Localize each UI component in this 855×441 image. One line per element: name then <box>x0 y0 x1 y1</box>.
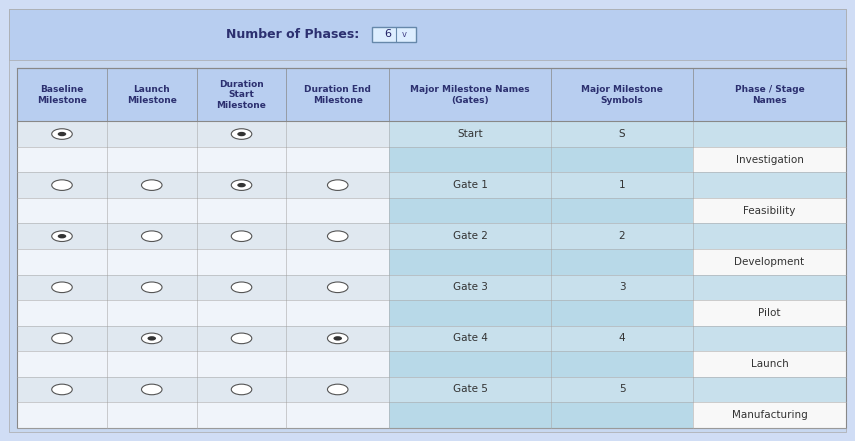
Circle shape <box>327 180 348 191</box>
Text: Launch: Launch <box>751 359 788 369</box>
FancyBboxPatch shape <box>17 300 389 325</box>
Circle shape <box>333 336 342 340</box>
Circle shape <box>51 384 72 395</box>
Text: 2: 2 <box>619 231 625 241</box>
FancyBboxPatch shape <box>693 300 846 325</box>
Circle shape <box>57 132 66 136</box>
Text: v: v <box>402 30 407 39</box>
FancyBboxPatch shape <box>17 147 389 172</box>
FancyBboxPatch shape <box>693 121 846 147</box>
Circle shape <box>327 384 348 395</box>
Circle shape <box>231 129 251 139</box>
Circle shape <box>231 333 251 344</box>
FancyBboxPatch shape <box>389 325 693 351</box>
Text: Gate 5: Gate 5 <box>453 385 487 394</box>
Text: Duration
Start
Milestone: Duration Start Milestone <box>216 80 267 110</box>
Circle shape <box>327 333 348 344</box>
Circle shape <box>238 132 246 136</box>
FancyBboxPatch shape <box>389 172 693 198</box>
Circle shape <box>51 231 72 242</box>
FancyBboxPatch shape <box>17 172 389 198</box>
Circle shape <box>231 384 251 395</box>
FancyBboxPatch shape <box>389 402 693 428</box>
FancyBboxPatch shape <box>17 274 389 300</box>
Text: Gate 3: Gate 3 <box>453 282 487 292</box>
FancyBboxPatch shape <box>17 351 389 377</box>
Circle shape <box>51 180 72 191</box>
FancyBboxPatch shape <box>17 121 389 147</box>
Text: Launch
Milestone: Launch Milestone <box>127 85 177 105</box>
FancyBboxPatch shape <box>389 377 693 402</box>
FancyBboxPatch shape <box>17 224 389 249</box>
Text: Gate 1: Gate 1 <box>453 180 487 190</box>
FancyBboxPatch shape <box>389 198 693 224</box>
FancyBboxPatch shape <box>17 68 846 121</box>
Text: 5: 5 <box>619 385 625 394</box>
Text: S: S <box>619 129 625 139</box>
FancyBboxPatch shape <box>693 377 846 402</box>
Circle shape <box>57 234 66 239</box>
FancyBboxPatch shape <box>389 147 693 172</box>
FancyBboxPatch shape <box>17 402 389 428</box>
Circle shape <box>231 282 251 292</box>
Circle shape <box>51 129 72 139</box>
FancyBboxPatch shape <box>389 249 693 274</box>
FancyBboxPatch shape <box>693 351 846 377</box>
Circle shape <box>51 282 72 292</box>
Circle shape <box>51 333 72 344</box>
FancyBboxPatch shape <box>372 27 416 42</box>
Text: Gate 2: Gate 2 <box>453 231 487 241</box>
FancyBboxPatch shape <box>389 300 693 325</box>
Text: Major Milestone Names
(Gates): Major Milestone Names (Gates) <box>410 85 530 105</box>
FancyBboxPatch shape <box>693 172 846 198</box>
Text: 1: 1 <box>619 180 625 190</box>
FancyBboxPatch shape <box>389 224 693 249</box>
FancyBboxPatch shape <box>389 274 693 300</box>
FancyBboxPatch shape <box>17 377 389 402</box>
Circle shape <box>327 231 348 242</box>
Circle shape <box>238 183 246 187</box>
Text: Development: Development <box>734 257 805 267</box>
FancyBboxPatch shape <box>693 224 846 249</box>
Text: Duration End
Milestone: Duration End Milestone <box>304 85 371 105</box>
FancyBboxPatch shape <box>389 121 693 147</box>
Text: Number of Phases:: Number of Phases: <box>226 28 359 41</box>
Text: 4: 4 <box>619 333 625 344</box>
Text: Feasibility: Feasibility <box>743 206 796 216</box>
FancyBboxPatch shape <box>693 402 846 428</box>
FancyBboxPatch shape <box>9 9 846 60</box>
FancyBboxPatch shape <box>17 198 389 224</box>
Circle shape <box>231 231 251 242</box>
Text: 3: 3 <box>619 282 625 292</box>
Text: Manufacturing: Manufacturing <box>732 410 807 420</box>
FancyBboxPatch shape <box>693 325 846 351</box>
FancyBboxPatch shape <box>17 249 389 274</box>
Circle shape <box>142 180 162 191</box>
Text: Investigation: Investigation <box>735 155 804 164</box>
FancyBboxPatch shape <box>693 198 846 224</box>
Circle shape <box>142 231 162 242</box>
FancyBboxPatch shape <box>693 147 846 172</box>
Text: Major Milestone
Symbols: Major Milestone Symbols <box>581 85 663 105</box>
Text: Pilot: Pilot <box>758 308 781 318</box>
Circle shape <box>142 384 162 395</box>
FancyBboxPatch shape <box>693 274 846 300</box>
Circle shape <box>142 282 162 292</box>
Text: Phase / Stage
Names: Phase / Stage Names <box>734 85 805 105</box>
Text: Baseline
Milestone: Baseline Milestone <box>37 85 87 105</box>
Circle shape <box>231 180 251 191</box>
Text: 6: 6 <box>384 30 391 39</box>
Text: Start: Start <box>457 129 483 139</box>
FancyBboxPatch shape <box>9 9 846 432</box>
Text: Gate 4: Gate 4 <box>453 333 487 344</box>
FancyBboxPatch shape <box>389 351 693 377</box>
Circle shape <box>142 333 162 344</box>
Circle shape <box>327 282 348 292</box>
Circle shape <box>147 336 156 340</box>
FancyBboxPatch shape <box>17 325 389 351</box>
FancyBboxPatch shape <box>693 249 846 274</box>
